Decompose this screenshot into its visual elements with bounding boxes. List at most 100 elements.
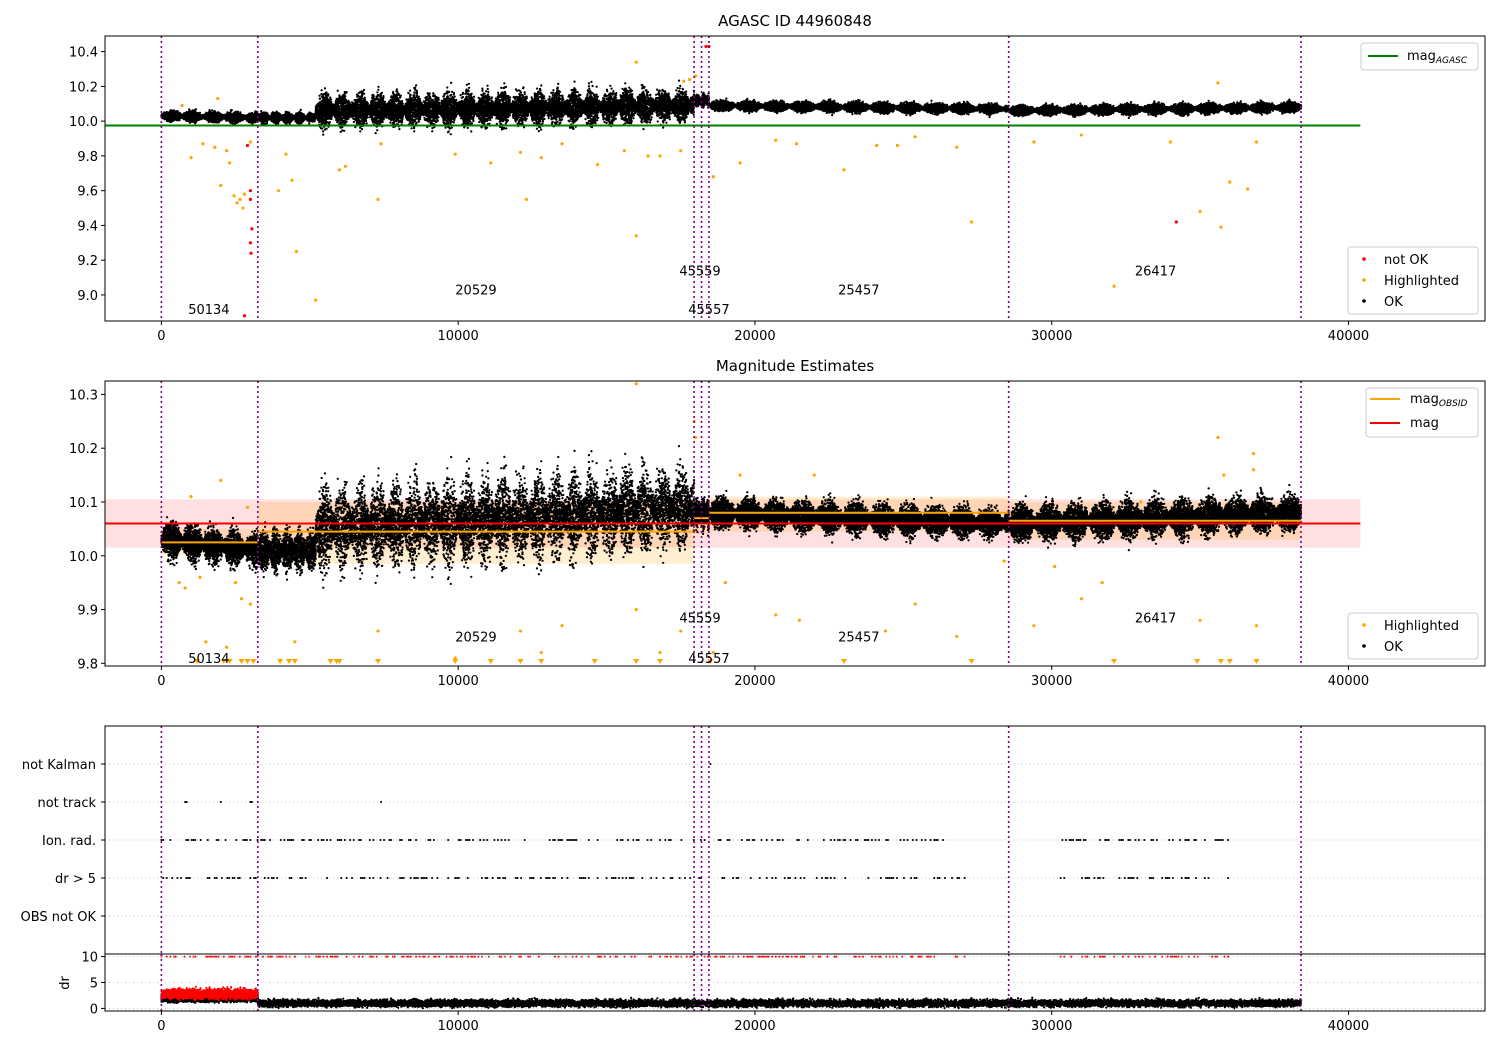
highlighted-point: [1254, 624, 1259, 628]
agasc-panel-marks: 50134 20529 45559 45557 25457 26417: [105, 36, 1361, 321]
below-range-marker: [656, 659, 663, 664]
highlighted-point: [955, 145, 959, 149]
highlighted-point: [248, 602, 253, 606]
highlighted-point: [277, 189, 281, 193]
y-tick-label: 10.3: [69, 388, 98, 403]
highlighted-point: [774, 138, 778, 142]
below-range-marker: [1111, 659, 1118, 664]
highlighted-point: [1032, 140, 1036, 144]
highlighted-point: [711, 175, 715, 179]
highlighted-point: [314, 298, 318, 302]
highlighted-point: [180, 103, 184, 108]
flags-panel-marks: [105, 726, 1485, 954]
highlighted-point: [682, 79, 686, 83]
x-tick-label: 10000: [437, 674, 478, 689]
highlighted-point: [232, 194, 236, 198]
below-range-marker: [220, 659, 227, 664]
legend-mag-obsid-label: magOBSID: [1410, 392, 1468, 409]
highlighted-point: [189, 495, 193, 499]
flag-category-label: dr > 5: [55, 872, 96, 887]
below-range-marker: [244, 659, 251, 664]
below-range-marker: [327, 659, 334, 664]
highlighted-point: [797, 618, 802, 622]
below-range-marker: [1226, 659, 1233, 664]
highlighted-point: [219, 478, 223, 483]
highlighted-point: [688, 77, 692, 82]
highlighted-point: [1079, 133, 1083, 137]
y-tick-label: 10.2: [69, 442, 98, 457]
highlighted-point: [219, 183, 223, 188]
highlighted-point: [646, 154, 650, 158]
magnitude-estimates-points-legend: Highlighted OK: [1347, 612, 1479, 660]
x-tick-label: 30000: [1031, 1019, 1072, 1034]
legend-mag-agasc-label: magAGASC: [1407, 49, 1468, 66]
obsid-label: 45559: [679, 265, 720, 280]
highlighted-point: [216, 96, 220, 101]
obsid-label: 45559: [679, 612, 720, 627]
highlighted-point: [1139, 500, 1143, 504]
flag-category-label: not Kalman: [22, 758, 96, 773]
agasc-panel: AGASC ID 44960848 50134 20529 45559 45557 25…: [69, 12, 1486, 344]
highlighted-point: [955, 634, 959, 639]
highlighted-point: [1245, 187, 1250, 191]
highlighted-point: [1032, 624, 1036, 628]
highlighted-point: [969, 220, 974, 224]
highlighted-point: [453, 656, 457, 660]
below-range-marker: [517, 659, 524, 664]
highlighted-point: [679, 629, 683, 633]
highlighted-point: [812, 473, 816, 477]
magnitude-estimates-title: Magnitude Estimates: [716, 357, 874, 375]
dr-panel: 0 5 10 0 10000 20000 30000 40000 dr: [58, 951, 1486, 1034]
highlighted-point: [238, 197, 242, 201]
highlighted-point: [738, 161, 742, 165]
magnitude-estimates-panel: Magnitude Estimates 50134 20529 45559 45557…: [69, 357, 1486, 689]
obsid-label: 20529: [455, 630, 496, 645]
y-tick-label: 10.0: [69, 550, 98, 565]
y-tick-label: 9.2: [77, 254, 98, 269]
agasc-panel-axes: 0 10000 20000 30000 40000 9.0 9.2 9.4 9.6 9.8 10.0…: [69, 46, 1369, 344]
dr-ok-points: [160, 991, 1303, 1010]
highlighted-point: [622, 149, 626, 153]
highlighted-point: [634, 607, 638, 612]
x-tick-label: 30000: [1031, 329, 1072, 344]
agasc-panel-frame: [104, 35, 1486, 322]
x-tick-label: 0: [157, 674, 165, 689]
ok-points: [160, 445, 1303, 589]
highlighted-point: [895, 143, 899, 148]
below-range-marker: [591, 659, 598, 664]
highlighted-point: [284, 152, 288, 156]
y-tick-label: 0: [90, 1002, 98, 1017]
highlighted-point: [1251, 451, 1256, 456]
y-tick-label: 5: [90, 977, 98, 992]
legend-point-swatch: [1362, 623, 1366, 627]
agasc-panel-points-legend: not OK Highlighted OK: [1347, 246, 1479, 315]
legend-point-swatch: [1362, 644, 1366, 648]
obsid-label: 25457: [838, 630, 879, 645]
highlighted-point: [1053, 564, 1057, 569]
highlighted-point: [539, 156, 543, 160]
y-tick-label: 9.8: [77, 150, 98, 165]
legend-point-label: Highlighted: [1384, 619, 1459, 634]
legend-point-label: OK: [1384, 640, 1403, 655]
highlighted-point: [213, 145, 217, 149]
highlighted-point: [875, 143, 879, 148]
highlighted-point: [634, 234, 638, 238]
highlighted-point: [198, 575, 202, 579]
y-tick-label: 10.0: [69, 115, 98, 130]
highlighted-point: [1222, 473, 1226, 477]
highlighted-point: [913, 135, 917, 139]
x-tick-label: 20000: [734, 329, 775, 344]
y-tick-label: 9.8: [77, 657, 98, 672]
highlighted-point: [189, 156, 193, 160]
magnitude-estimates-frame: [104, 380, 1486, 667]
highlighted-point: [1254, 140, 1259, 144]
highlighted-point: [658, 154, 662, 158]
highlighted-point: [1112, 284, 1116, 288]
highlighted-point: [723, 581, 727, 585]
below-range-marker: [238, 659, 245, 664]
highlighted-point: [842, 168, 846, 172]
highlighted-point: [241, 206, 245, 210]
highlighted-point: [518, 629, 523, 633]
below-range-marker: [487, 659, 494, 664]
obsid-label: 26417: [1135, 265, 1176, 280]
